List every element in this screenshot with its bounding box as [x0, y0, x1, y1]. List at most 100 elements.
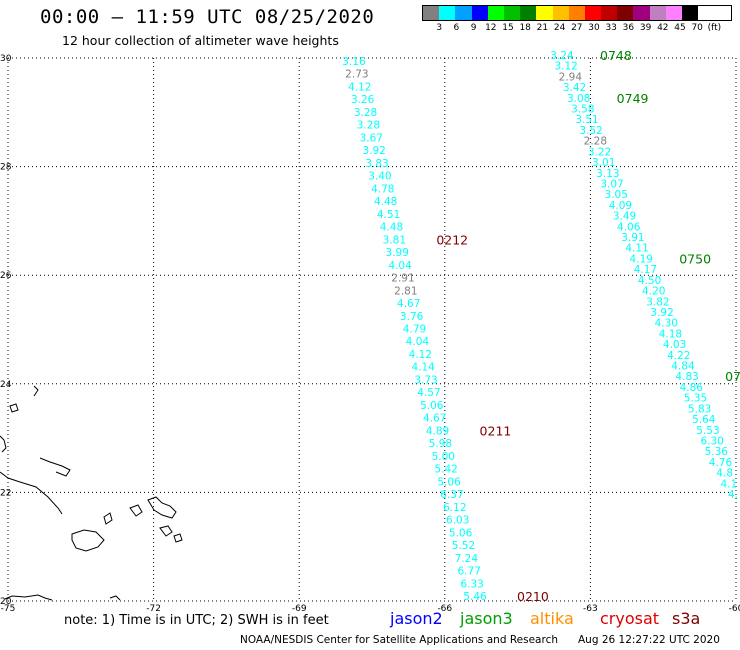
wave-height-label: 3.12 — [554, 61, 577, 73]
wave-height-label: 3.42 — [563, 82, 586, 94]
wave-height-label: 5.46 — [463, 591, 487, 603]
wave-height-label: 3.13 — [596, 168, 619, 180]
legend-label: 27 — [571, 23, 583, 33]
lat-label: 22 — [0, 488, 11, 498]
mission-jason2: jason2 — [390, 609, 443, 628]
wave-height-label: 4.12 — [348, 81, 371, 93]
wave-height-label: 3.16 — [342, 56, 366, 68]
wave-height-label: 3.08 — [567, 93, 590, 105]
wave-height-label: 3.99 — [386, 247, 409, 259]
legend-swatch — [503, 6, 521, 20]
wave-height-label: 5.06 — [437, 476, 461, 488]
coastline-island-8 — [39, 457, 71, 477]
legend-label: 70 — [691, 23, 703, 33]
legend-label: 15 — [502, 23, 514, 33]
lat-label: 20 — [0, 597, 12, 607]
legend-swatch — [649, 6, 666, 20]
wave-height-label: 6.37 — [440, 489, 463, 501]
pass-time-label: 075 — [725, 369, 740, 384]
wave-height-label: 3.83 — [365, 158, 388, 170]
wave-height-label: 4.57 — [417, 387, 440, 399]
wave-height-label: 4.86 — [680, 382, 704, 394]
wave-height-label: 3.73 — [414, 374, 437, 386]
wave-height-label: 5.52 — [452, 540, 475, 552]
wave-height-label: 4.89 — [426, 425, 449, 437]
lat-lon-grid — [7, 57, 737, 602]
wave-height-label: 3.40 — [368, 171, 391, 183]
wave-height-label: 4.51 — [377, 209, 400, 221]
wave-height-label: 5.06 — [449, 527, 473, 539]
wave-height-label: 4.14 — [411, 362, 435, 374]
wave-height-label: 4.48 — [374, 196, 397, 208]
legend-swatch — [601, 6, 618, 20]
wave-height-label: 4.06 — [617, 221, 641, 233]
coastline-island-6 — [173, 533, 183, 543]
legend-label: 42 — [657, 23, 669, 33]
wave-height-label: 3.28 — [357, 120, 380, 132]
wave-height-label: 4.12 — [409, 349, 432, 361]
wave-height-label: 5.64 — [692, 414, 716, 426]
wave-height-label: 7.24 — [455, 553, 479, 565]
wave-height-label: 4.09 — [609, 200, 632, 212]
wave-height-label: 6.12 — [443, 502, 466, 514]
legend-swatch — [536, 6, 553, 20]
wave-height-label: 3.07 — [600, 178, 623, 190]
legend-swatch — [552, 6, 569, 20]
legend-swatch — [584, 6, 602, 20]
legend-label: 30 — [588, 23, 600, 33]
legend-label: 3 — [436, 23, 443, 33]
legend-swatch — [520, 6, 537, 20]
coastline-island-3 — [129, 504, 143, 517]
wave-height-label: 3.82 — [646, 296, 669, 308]
legend-label: 33 — [605, 23, 617, 33]
mission-s3a: s3a — [672, 609, 701, 628]
wave-height-label: 3.22 — [588, 146, 611, 158]
wave-height-label: 3.52 — [579, 125, 602, 137]
legend-swatch — [487, 6, 504, 20]
legend-swatch — [471, 6, 488, 20]
wave-height-label: 4.50 — [638, 275, 661, 287]
wave-height-label: 6.33 — [460, 578, 483, 590]
wave-height-label: 3.26 — [351, 94, 375, 106]
wave-height-label: 3.76 — [400, 311, 424, 323]
wave-height-label: 4.67 — [423, 413, 446, 425]
wave-height-label: 4.48 — [380, 222, 403, 234]
wave-height-label: 3.92 — [650, 307, 673, 319]
wave-height-label: 3.49 — [613, 211, 636, 223]
wave-height-label: 4.19 — [630, 253, 653, 265]
pass-time-label: 0748 — [600, 48, 632, 63]
legend-label: 9 — [470, 23, 477, 33]
pass-time-label: 0750 — [679, 251, 711, 266]
wave-height-label: 4.67 — [397, 298, 420, 310]
coastline-island-4 — [147, 496, 177, 519]
legend-swatch — [617, 6, 634, 20]
wave-height-label: 5.53 — [696, 425, 719, 437]
wave-height-label: 2.94 — [559, 71, 583, 83]
wave-height-label: 4.8 — [716, 468, 733, 480]
wave-height-label: 3.01 — [592, 157, 615, 169]
coastline-hispaniola — [0, 471, 63, 515]
lon-label: -75 — [1, 604, 16, 614]
legend-label: 18 — [519, 23, 531, 33]
mission-altika: altika — [530, 609, 574, 628]
footer-note: note: 1) Time is in UTC; 2) SWH is in fe… — [64, 613, 329, 628]
satellite-tracks: 3.162.734.123.263.283.283.673.923.833.40… — [342, 48, 740, 604]
wave-height-label: 3.91 — [621, 232, 644, 244]
wave-height-label: 6.77 — [458, 566, 481, 578]
pass-time-label: 0211 — [480, 423, 512, 438]
wave-height-label: 3.81 — [383, 234, 406, 246]
wave-height-label: 4.20 — [642, 286, 665, 298]
wave-height-label: 4.03 — [663, 339, 686, 351]
wave-height-label: 5.00 — [432, 451, 455, 463]
legend-label: 24 — [553, 23, 566, 33]
coastline-island-1 — [71, 529, 105, 552]
wave-height-label: 3.05 — [605, 189, 628, 201]
legend-swatch — [423, 6, 440, 20]
coastline-island-11 — [109, 595, 121, 601]
wave-height-label: 6.03 — [446, 515, 469, 527]
wave-height-label: 3.24 — [550, 50, 574, 62]
coastline-puerto-rico — [4, 594, 53, 601]
legend-label: 6 — [453, 23, 460, 33]
wave-height-label: 4.84 — [671, 361, 695, 373]
